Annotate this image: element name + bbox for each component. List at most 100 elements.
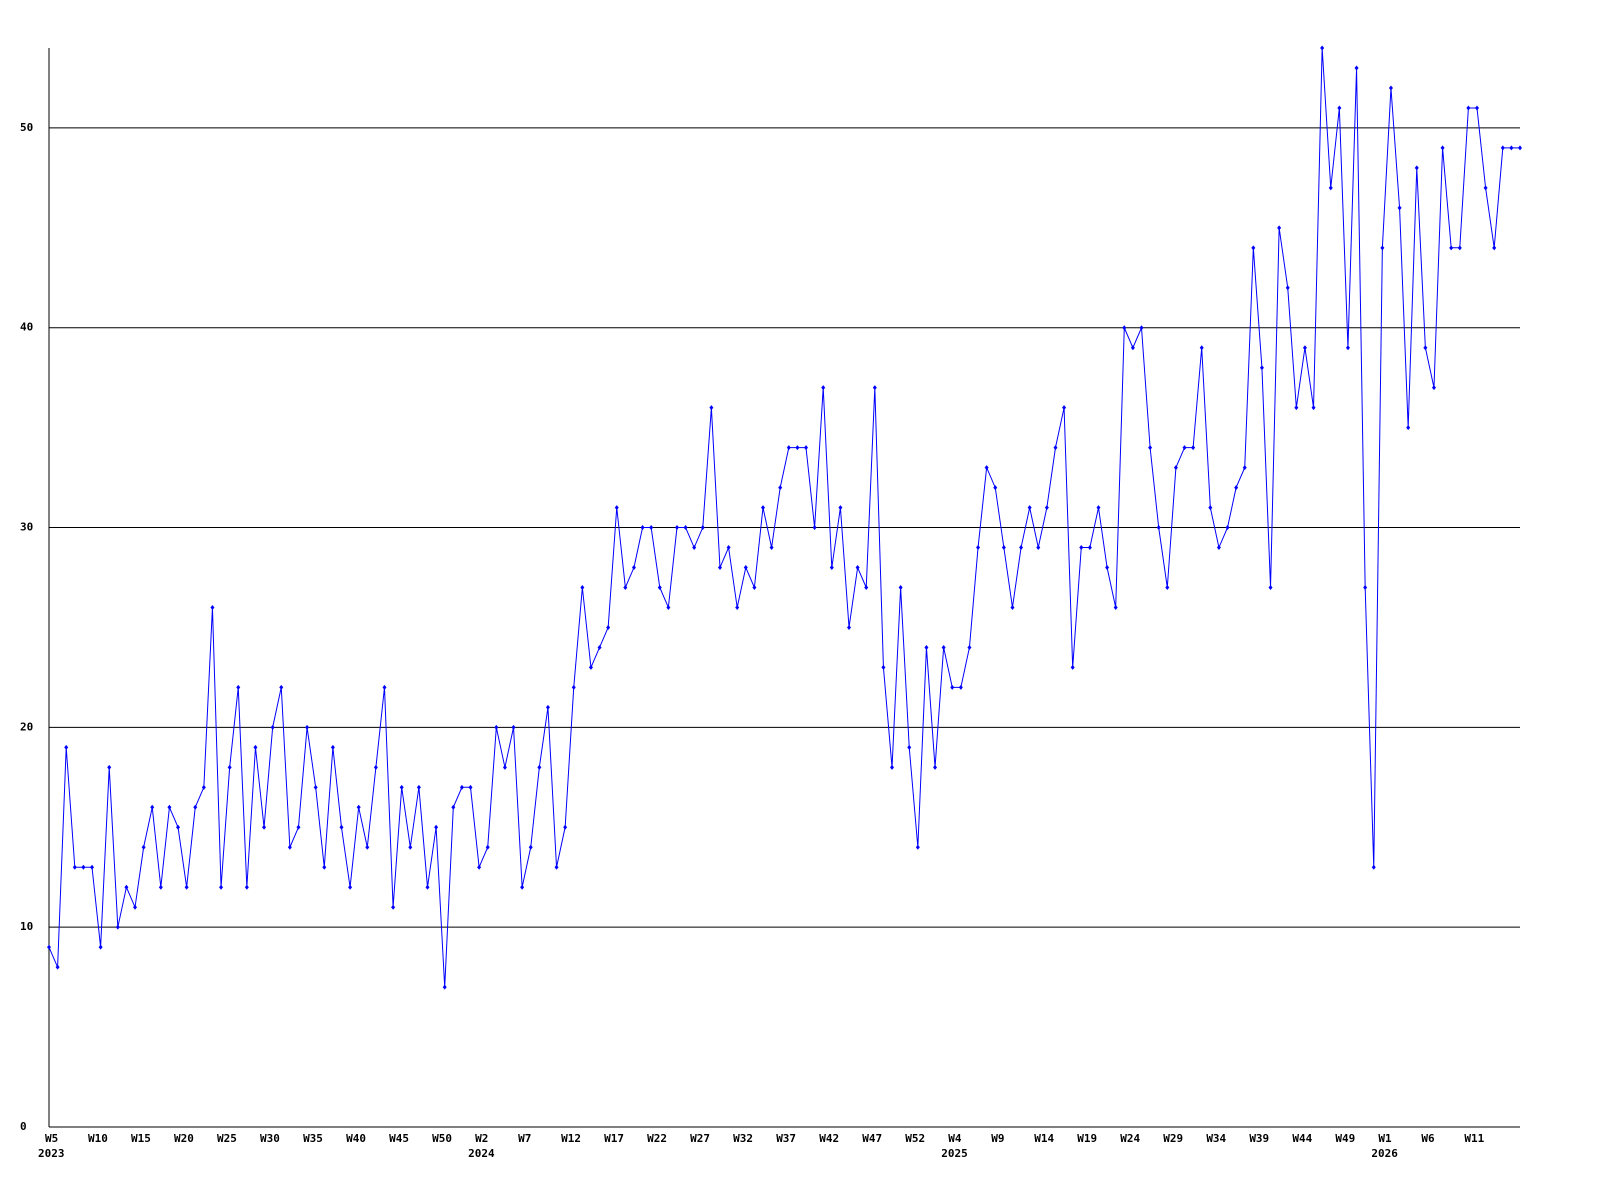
x-tick-label: W11: [1464, 1132, 1484, 1145]
data-point: [1199, 345, 1204, 351]
data-point: [1414, 165, 1419, 171]
data-point: [442, 984, 447, 990]
x-tick-label: W1: [1378, 1132, 1392, 1145]
data-point: [1440, 145, 1445, 151]
x-tick-label: W7: [518, 1132, 531, 1145]
data-point: [55, 964, 60, 970]
data-point: [1216, 545, 1221, 551]
data-point: [1036, 545, 1041, 551]
year-label: 2025: [941, 1147, 968, 1160]
data-point: [821, 385, 826, 391]
x-tick-label: W42: [819, 1132, 839, 1145]
data-point: [296, 824, 301, 830]
data-point: [1027, 505, 1032, 511]
data-point: [545, 704, 550, 710]
data-point: [1096, 505, 1101, 511]
data-point: [864, 585, 869, 590]
x-tick-label: W24: [1120, 1132, 1140, 1145]
data-point: [434, 824, 439, 830]
data-point: [1363, 585, 1368, 590]
data-point: [1062, 405, 1067, 411]
x-tick-label: W5: [45, 1132, 58, 1145]
data-point: [408, 844, 413, 850]
data-point: [1406, 425, 1411, 431]
data-point: [580, 585, 585, 590]
data-point: [898, 585, 903, 590]
data-point: [1070, 664, 1075, 670]
data-point: [236, 684, 241, 690]
data-point: [382, 684, 387, 690]
x-tick-label: W40: [346, 1132, 366, 1145]
year-label: 2023: [38, 1147, 65, 1160]
data-point: [425, 884, 430, 890]
data-point: [322, 864, 327, 870]
data-point: [1251, 245, 1256, 251]
data-point: [1371, 864, 1376, 870]
data-point: [176, 824, 181, 830]
data-point: [1053, 445, 1058, 451]
series-line: [48, 47, 1520, 988]
data-point: [244, 884, 249, 890]
y-tick-label: 40: [20, 321, 33, 334]
data-point: [348, 884, 353, 890]
x-tick-label: W47: [862, 1132, 882, 1145]
data-point: [287, 844, 292, 850]
year-label: 2026: [1371, 1147, 1398, 1160]
data-point: [597, 644, 602, 650]
data-point: [1130, 345, 1135, 351]
data-point: [502, 764, 507, 770]
data-point: [760, 505, 765, 511]
data-point: [1113, 604, 1118, 610]
data-point: [1191, 445, 1196, 451]
data-point: [872, 385, 877, 391]
data-point: [416, 784, 421, 790]
y-tick-label: 20: [20, 720, 33, 733]
data-point: [709, 405, 714, 411]
x-tick-label: W29: [1163, 1132, 1183, 1145]
data-point: [1139, 325, 1144, 331]
data-point: [829, 565, 834, 571]
data-point: [1380, 245, 1385, 251]
x-tick-label: W15: [131, 1132, 151, 1145]
data-point: [657, 585, 662, 590]
x-tick-label: W12: [561, 1132, 581, 1145]
data-point: [391, 904, 396, 910]
data-point: [958, 684, 963, 690]
data-point: [150, 804, 155, 810]
data-point: [305, 724, 310, 730]
data-point: [1234, 485, 1239, 491]
data-point: [167, 804, 172, 810]
data-point: [227, 764, 232, 770]
x-tick-label: W6: [1421, 1132, 1435, 1145]
x-tick-label: W32: [733, 1132, 753, 1145]
data-point: [640, 525, 645, 531]
data-point: [1182, 445, 1187, 451]
data-point: [1268, 585, 1273, 590]
data-point: [373, 764, 378, 770]
data-point: [1165, 585, 1170, 590]
x-tick-label: W25: [217, 1132, 237, 1145]
x-tick-label: W45: [389, 1132, 409, 1145]
data-point: [1105, 565, 1110, 571]
x-tick-label: W10: [88, 1132, 108, 1145]
data-point: [98, 944, 103, 950]
data-point: [270, 724, 275, 730]
data-point: [769, 545, 774, 551]
data-point: [674, 525, 679, 531]
data-point: [649, 525, 654, 531]
data-point: [459, 784, 464, 790]
data-point: [330, 744, 335, 750]
data-point: [1010, 604, 1015, 610]
data-point: [1277, 225, 1282, 231]
data-point: [1345, 345, 1350, 351]
data-point: [1423, 345, 1428, 351]
data-point: [976, 545, 981, 551]
x-tick-label: W35: [303, 1132, 323, 1145]
data-point: [855, 565, 860, 571]
data-point: [72, 864, 77, 870]
data-point: [1320, 45, 1325, 51]
data-point: [133, 904, 138, 910]
data-point: [778, 485, 783, 491]
data-point: [115, 924, 120, 930]
data-point: [356, 804, 361, 810]
